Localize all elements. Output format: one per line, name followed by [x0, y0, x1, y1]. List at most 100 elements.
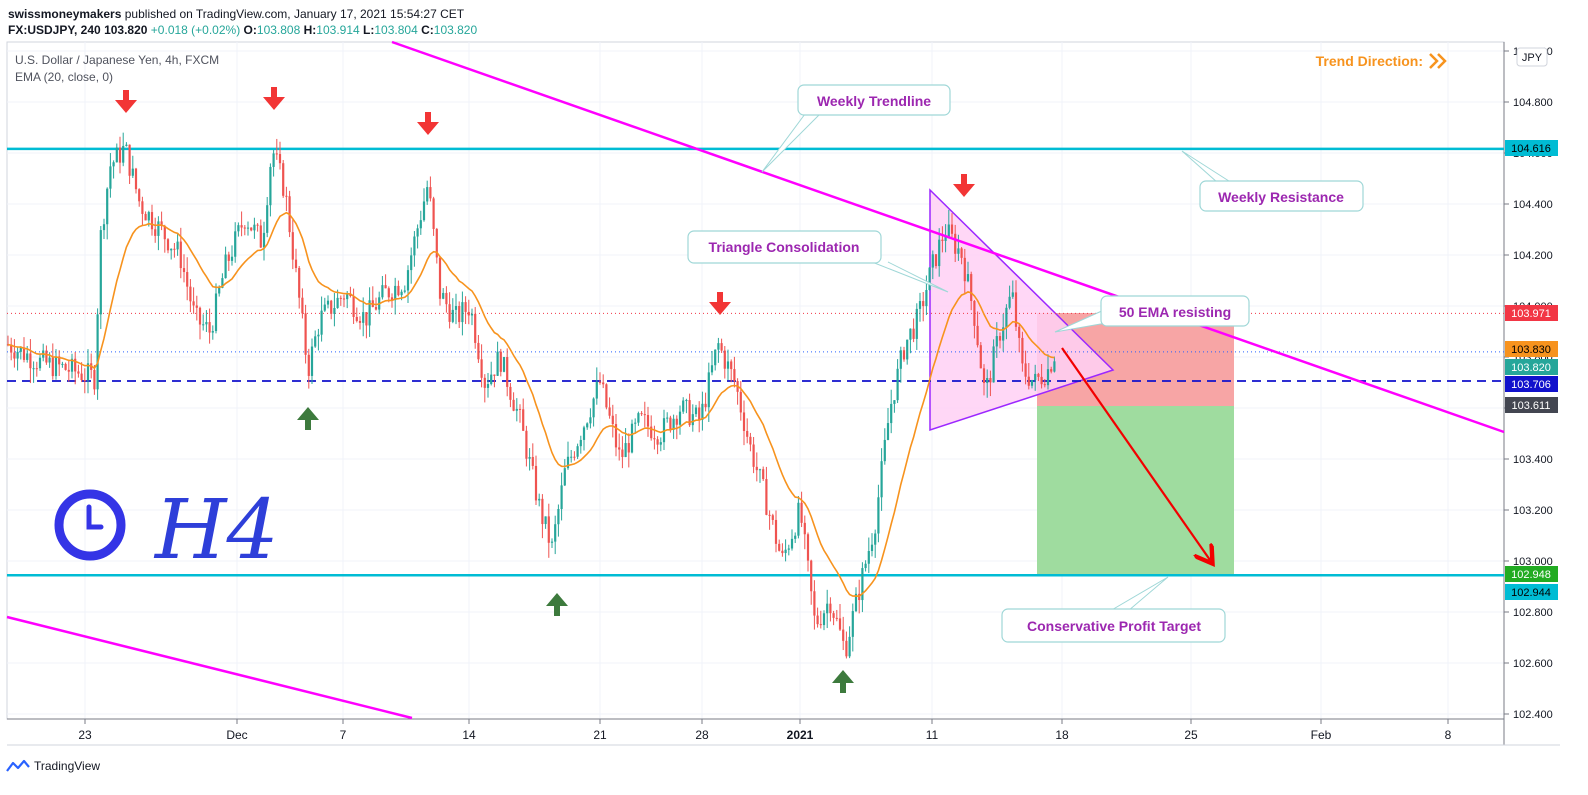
candle-body	[419, 220, 422, 229]
candle-body	[902, 350, 906, 360]
candle-body	[835, 617, 838, 619]
candle-body	[915, 308, 918, 339]
time-tick-label: 7	[340, 728, 347, 742]
candle-body	[976, 325, 979, 346]
candle-body	[438, 257, 442, 299]
candle-body	[592, 398, 595, 418]
time-tick-label: 25	[1184, 728, 1198, 742]
candle-body	[314, 336, 317, 347]
projected-move-arrow[interactable]	[1061, 347, 1210, 560]
candle-body	[1018, 326, 1021, 338]
currency-badge[interactable]: JPY	[1522, 52, 1543, 64]
candle-body	[342, 298, 346, 300]
candle-body	[957, 248, 960, 254]
candle-body	[474, 313, 477, 343]
footer-brand[interactable]: TradingView	[6, 759, 100, 773]
candle-body	[304, 313, 307, 355]
candle-body	[19, 347, 22, 352]
callout-profit-target[interactable]: Conservative Profit Target	[1001, 576, 1226, 643]
candle-body	[973, 300, 976, 326]
candle-body	[390, 297, 394, 301]
candle-body	[886, 423, 890, 440]
candle-body	[51, 357, 54, 377]
candle-body	[499, 351, 502, 372]
candle-body	[794, 535, 797, 539]
candle-body	[189, 286, 192, 302]
candle-body	[813, 591, 816, 616]
callout-triangle[interactable]: Triangle Consolidation	[687, 230, 949, 293]
candle-body	[819, 624, 822, 626]
candle-body	[115, 147, 118, 163]
candle-body	[150, 212, 154, 230]
ema-line[interactable]	[7, 211, 1055, 598]
candle-body	[365, 312, 368, 326]
candle-body	[560, 485, 563, 510]
candle-body	[707, 372, 710, 408]
symbol-label[interactable]: FX:USDJPY, 240	[8, 23, 101, 37]
candle-body	[170, 248, 173, 251]
candle-body	[918, 301, 922, 309]
candle-body	[70, 358, 74, 372]
callout-weekly-resistance[interactable]: Weekly Resistance	[1181, 150, 1364, 212]
candle-body	[755, 466, 758, 471]
legend-ema[interactable]: EMA (20, close, 0)	[15, 70, 113, 84]
candle-body	[928, 267, 931, 291]
candle-body	[890, 403, 893, 424]
currency-badge-box[interactable]	[1516, 47, 1548, 67]
candle-body	[397, 285, 400, 296]
profit-target-label: Conservative Profit Target	[1027, 618, 1201, 634]
candle-body	[787, 548, 790, 550]
candle-body	[717, 343, 720, 350]
callout-weekly-trendline[interactable]: Weekly Trendline	[761, 84, 951, 173]
candle-body	[739, 391, 742, 413]
candle-body	[925, 290, 928, 307]
swing-markers	[115, 87, 975, 693]
candle-body	[938, 239, 941, 267]
callout-ema-resist[interactable]: 50 EMA resisting	[1054, 295, 1250, 333]
candle-body	[816, 615, 819, 625]
candle-body	[666, 417, 669, 419]
candle-body	[1005, 307, 1008, 328]
candle-body	[16, 351, 19, 359]
arrow-up-icon	[546, 593, 568, 616]
candle-body	[470, 313, 474, 316]
candle-body	[906, 339, 909, 360]
candle-body	[13, 352, 16, 359]
candle-body	[1002, 327, 1005, 341]
candle-body	[704, 403, 707, 408]
candle-body	[624, 443, 627, 458]
candle-body	[877, 497, 880, 534]
candle-body	[496, 351, 499, 376]
profit-zone[interactable]	[1037, 406, 1234, 575]
weekly-trendline[interactable]	[391, 40, 1505, 434]
weekly-resistance-label: Weekly Resistance	[1218, 189, 1344, 205]
candle-body	[243, 227, 246, 229]
price-badge	[1505, 397, 1558, 413]
candle-body	[451, 309, 454, 322]
candle-body	[608, 407, 611, 416]
price-badge-label: 103.971	[1511, 308, 1551, 320]
candle-body	[595, 381, 598, 399]
triangle-consolidation-shape[interactable]	[929, 188, 1115, 432]
publisher-name[interactable]: swissmoneymakers	[8, 7, 122, 21]
candle-body	[144, 213, 147, 221]
candle-body	[630, 423, 634, 453]
candle-body	[534, 465, 538, 501]
candle-body	[410, 255, 413, 271]
plot-area[interactable]	[6, 41, 1505, 720]
candle-body	[285, 195, 288, 197]
time-axis[interactable]: 23 Dec 7 14 21 28 2021 11 18 25 Feb 8	[78, 719, 1452, 742]
candle-body	[566, 456, 570, 469]
candle-body	[960, 248, 963, 258]
candle-body	[650, 426, 653, 439]
candlesticks[interactable]	[6, 132, 1056, 659]
price-badge-label: 103.611	[1512, 400, 1551, 412]
candle-body	[458, 306, 461, 323]
candle-body	[694, 407, 698, 415]
close-label: C:	[421, 23, 434, 37]
arrow-down-icon	[709, 292, 731, 315]
lower-trendline[interactable]	[6, 615, 413, 720]
time-tick-label: 2021	[787, 728, 814, 742]
candle-body	[448, 304, 451, 322]
